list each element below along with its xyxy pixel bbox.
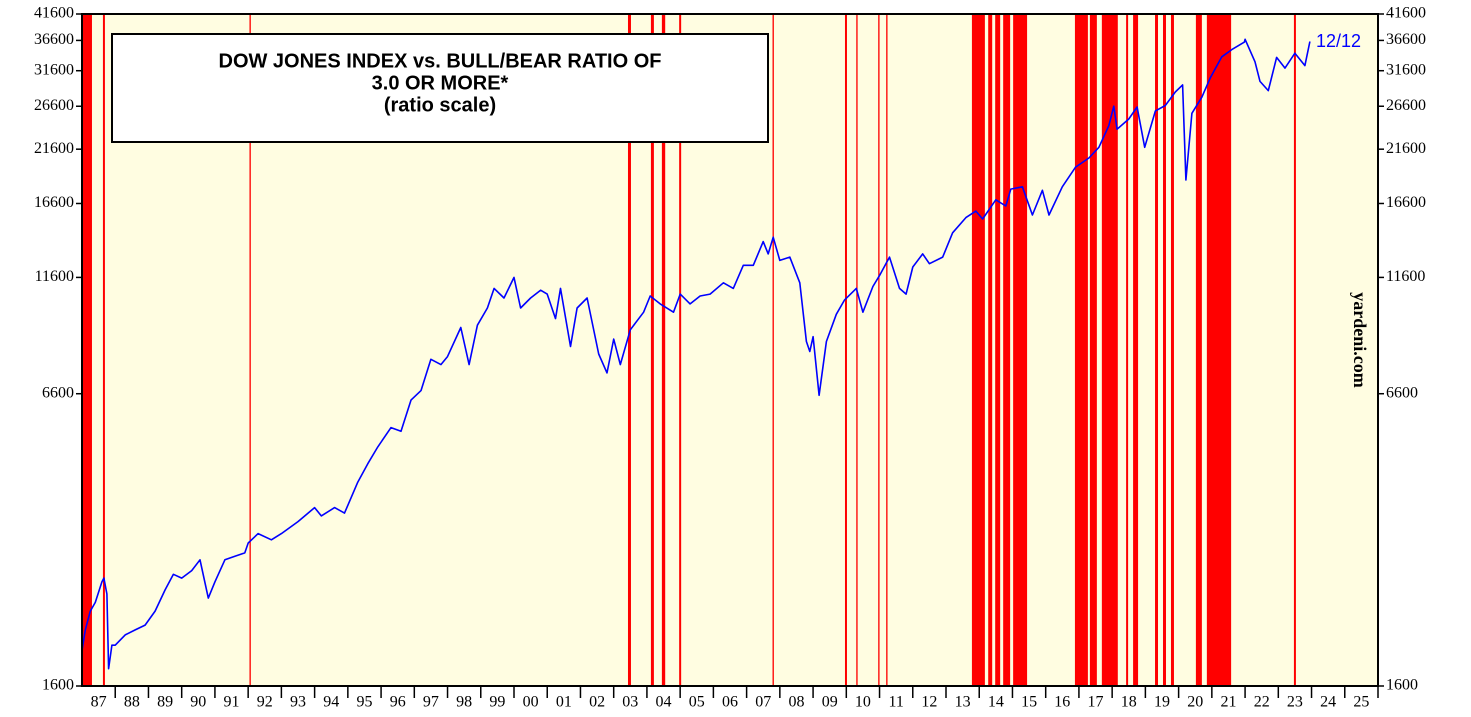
y-tick-label: 26600	[34, 97, 74, 114]
end-label: 12/12	[1316, 31, 1361, 51]
x-tick-label: 24	[1320, 694, 1336, 711]
y2-tick-label: 41600	[1386, 5, 1426, 22]
y-tick-label: 41600	[34, 5, 74, 22]
y-tick-label: 31600	[34, 61, 74, 78]
x-tick-label: 09	[822, 694, 838, 711]
x-tick-label: 00	[523, 694, 539, 711]
shaded-period	[1074, 14, 1088, 686]
shaded-period	[82, 14, 92, 686]
shaded-period	[886, 14, 888, 686]
x-tick-label: 91	[224, 694, 240, 711]
shaded-period	[679, 14, 682, 686]
x-tick-label: 90	[190, 694, 206, 711]
shaded-period	[1003, 14, 1011, 686]
y2-tick-label: 36600	[1386, 31, 1426, 48]
chart-title: 3.0 OR MORE*	[372, 72, 509, 94]
x-tick-label: 12	[921, 694, 937, 711]
shaded-period	[1126, 14, 1129, 686]
x-tick-label: 94	[323, 694, 339, 711]
y2-tick-label: 21600	[1386, 140, 1426, 157]
x-tick-label: 97	[423, 694, 439, 711]
x-tick-label: 06	[722, 694, 738, 711]
y-tick-label: 1600	[42, 677, 74, 694]
x-tick-label: 88	[124, 694, 140, 711]
shaded-period	[772, 14, 774, 686]
y2-tick-label: 31600	[1386, 61, 1426, 78]
shaded-period	[988, 14, 993, 686]
x-tick-label: 25	[1353, 694, 1369, 711]
shaded-period	[650, 14, 654, 686]
x-tick-label: 17	[1088, 694, 1104, 711]
y2-tick-label: 11600	[1386, 268, 1425, 285]
shaded-period	[1089, 14, 1097, 686]
x-tick-label: 19	[1154, 694, 1170, 711]
shaded-period	[1013, 14, 1028, 686]
shaded-period	[249, 14, 251, 686]
chart-title: (ratio scale)	[384, 94, 496, 116]
plot-frame	[81, 13, 1379, 687]
x-tick-label: 96	[390, 694, 406, 711]
x-tick-label: 98	[456, 694, 472, 711]
y2-tick-label: 1600	[1386, 677, 1418, 694]
shaded-period	[1195, 14, 1202, 686]
shaded-period	[627, 14, 631, 686]
x-tick-label: 23	[1287, 694, 1303, 711]
shaded-period	[1293, 14, 1296, 686]
y-tick-label: 6600	[42, 384, 74, 401]
x-tick-label: 89	[157, 694, 173, 711]
x-tick-label: 08	[788, 694, 804, 711]
shaded-period	[856, 14, 858, 686]
x-tick-label: 10	[855, 694, 871, 711]
shaded-period	[995, 14, 1001, 686]
x-tick-label: 99	[489, 694, 505, 711]
y2-tick-label: 16600	[1386, 194, 1426, 211]
shaded-period	[661, 14, 666, 686]
y2-tick-label: 6600	[1386, 384, 1418, 401]
shaded-period	[878, 14, 880, 686]
source-label: yardeni.com	[1350, 292, 1370, 387]
x-tick-label: 21	[1220, 694, 1236, 711]
x-tick-label: 11	[888, 694, 903, 711]
x-tick-label: 02	[589, 694, 605, 711]
y-tick-label: 11600	[35, 268, 74, 285]
x-tick-label: 05	[689, 694, 705, 711]
y-tick-label: 36600	[34, 31, 74, 48]
shaded-period	[971, 14, 985, 686]
x-tick-label: 04	[656, 694, 672, 711]
y2-tick-label: 26600	[1386, 97, 1426, 114]
x-tick-label: 92	[257, 694, 273, 711]
chart-title: DOW JONES INDEX vs. BULL/BEAR RATIO OF	[219, 50, 662, 72]
x-tick-label: 87	[91, 694, 107, 711]
x-tick-label: 18	[1121, 694, 1137, 711]
x-tick-label: 15	[1021, 694, 1037, 711]
dow-line	[81, 38, 1311, 670]
shaded-period	[1133, 14, 1139, 686]
title-box	[111, 33, 769, 143]
x-tick-label: 22	[1254, 694, 1270, 711]
x-tick-label: 14	[988, 694, 1004, 711]
shaded-period	[844, 14, 847, 686]
shaded-period	[1206, 14, 1232, 686]
x-tick-label: 03	[622, 694, 638, 711]
x-tick-label: 16	[1054, 694, 1070, 711]
x-tick-label: 20	[1187, 694, 1203, 711]
shaded-period	[1162, 14, 1166, 686]
shaded-period	[102, 14, 105, 686]
y-tick-label: 16600	[34, 194, 74, 211]
y-tick-label: 21600	[34, 140, 74, 157]
shaded-period	[1155, 14, 1159, 686]
x-tick-label: 07	[755, 694, 771, 711]
x-tick-label: 95	[356, 694, 372, 711]
x-tick-label: 93	[290, 694, 306, 711]
x-tick-label: 13	[955, 694, 971, 711]
shaded-period	[1101, 14, 1118, 686]
x-tick-label: 01	[556, 694, 572, 711]
shaded-period	[1170, 14, 1174, 686]
